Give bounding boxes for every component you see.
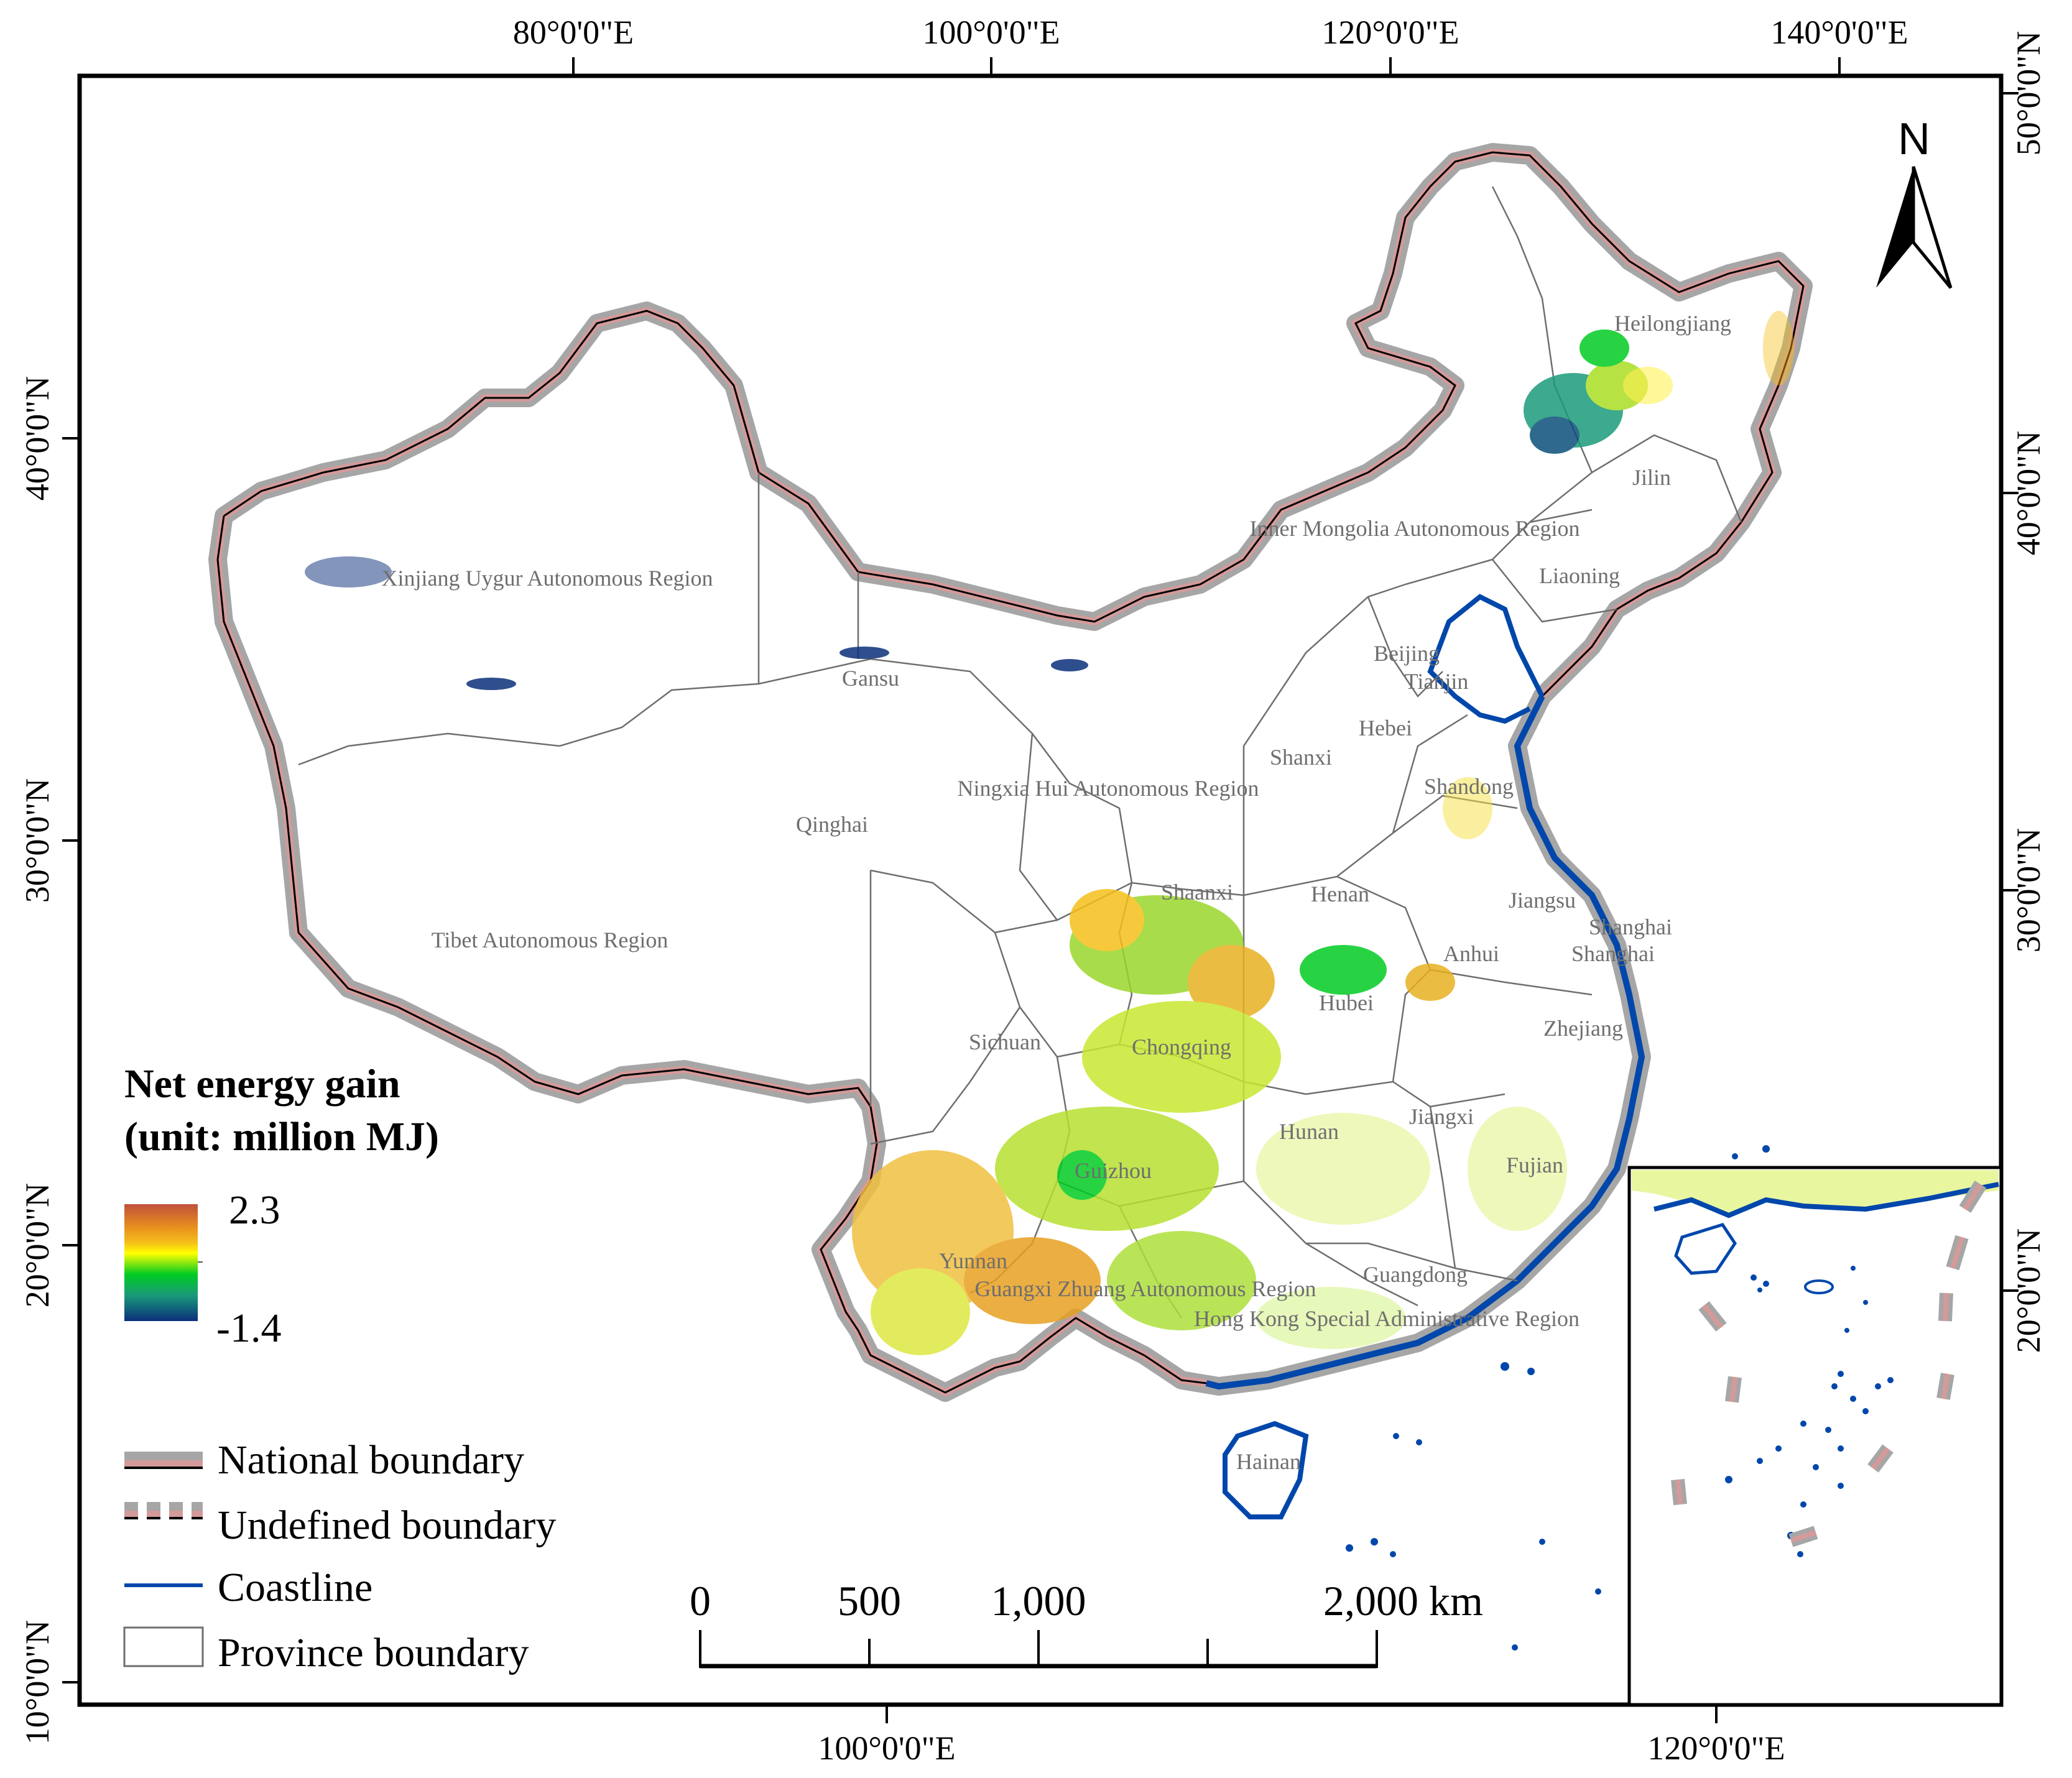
- coastline: [1205, 694, 1645, 1390]
- label-fujian: Fujian: [1506, 1153, 1563, 1177]
- bottom-axis-label-120e: 120°0'0"E: [1647, 1730, 1785, 1767]
- scale-label-2000: 2,000 km: [1323, 1577, 1483, 1624]
- label-shaanxi: Shaanxi: [1161, 880, 1233, 905]
- net-energy-raster: [305, 311, 1794, 1355]
- right-axis-label-30n: 30°0'0"N: [2010, 828, 2047, 952]
- scale-label-500: 500: [838, 1577, 901, 1624]
- north-arrow-icon: [1876, 167, 1913, 288]
- bohai-coast: [1427, 594, 1545, 724]
- north-label: N: [1898, 114, 1930, 164]
- label-sichuan: Sichuan: [969, 1029, 1041, 1054]
- scale-bar: 0 500 1,000 2,000 km: [690, 1577, 1483, 1669]
- top-axis-label-100e: 100°0'0"E: [922, 14, 1060, 51]
- label-ningxia: Ningxia Hui Autonomous Region: [958, 776, 1259, 801]
- legend-subtitle: (unit: million MJ): [124, 1114, 439, 1159]
- label-guizhou: Guizhou: [1075, 1158, 1152, 1183]
- label-tibet: Tibet Autonomous Region: [432, 928, 668, 952]
- label-hainan: Hainan: [1236, 1449, 1301, 1474]
- legend-undefined-boundary: Undefined boundary: [218, 1503, 556, 1548]
- label-zhejiang: Zhejiang: [1543, 1016, 1623, 1041]
- label-shanghai-2: Shanghai: [1571, 941, 1655, 966]
- label-gansu: Gansu: [842, 666, 899, 691]
- legend-coastline: Coastline: [218, 1565, 372, 1610]
- province-labels: Heilongjiang Jilin Inner Mongolia Autono…: [382, 311, 1731, 1474]
- label-guangdong: Guangdong: [1363, 1262, 1468, 1287]
- inset-south-china-sea: [1627, 1166, 2003, 1707]
- undefined-boundary-icon: [124, 1502, 203, 1519]
- colorbar-gradient: [124, 1204, 198, 1321]
- scale-label-0: 0: [690, 1577, 711, 1624]
- right-axis: [2001, 92, 2019, 1292]
- right-axis-label-40n: 40°0'0"N: [2010, 431, 2047, 555]
- scale-label-1000: 1,000: [991, 1577, 1086, 1624]
- top-axis: [572, 57, 1841, 76]
- left-axis-label-10n: 10°0'0"N: [19, 1620, 56, 1744]
- offshore-islands: [1346, 1145, 1770, 1651]
- north-arrow: N: [1876, 114, 1953, 289]
- right-axis-label-20n: 20°0'0"N: [2010, 1228, 2047, 1353]
- top-axis-label-140e: 140°0'0"E: [1770, 14, 1908, 51]
- label-hubei: Hubei: [1319, 990, 1374, 1015]
- hainan-island: [1223, 1421, 1309, 1519]
- label-qinghai: Qinghai: [796, 812, 868, 837]
- label-yunnan: Yunnan: [939, 1248, 1007, 1273]
- left-axis-label-30n: 30°0'0"N: [19, 778, 56, 903]
- label-shanxi: Shanxi: [1270, 745, 1332, 770]
- label-jilin: Jilin: [1632, 465, 1671, 490]
- label-liaoning: Liaoning: [1539, 563, 1620, 588]
- label-henan: Henan: [1311, 882, 1369, 906]
- label-hong-kong: Hong Kong Special Administrative Region: [1194, 1306, 1579, 1331]
- left-axis-label-20n: 20°0'0"N: [19, 1183, 56, 1307]
- label-hunan: Hunan: [1279, 1119, 1339, 1144]
- label-inner-mongolia: Inner Mongolia Autonomous Region: [1250, 516, 1580, 541]
- top-axis-label-80e: 80°0'0"E: [513, 14, 634, 51]
- legend-province-boundary: Province boundary: [218, 1630, 529, 1675]
- colorbar-min-label: -1.4: [216, 1306, 281, 1351]
- label-jiangsu: Jiangsu: [1509, 888, 1576, 913]
- legend-national-boundary: National boundary: [218, 1437, 524, 1483]
- national-boundary: [208, 143, 1813, 1402]
- label-chongqing: Chongqing: [1132, 1034, 1231, 1059]
- top-axis-label-120e: 120°0'0"E: [1321, 14, 1459, 51]
- province-boundary-icon: [123, 1626, 204, 1667]
- inset-coastline: [1653, 1182, 1999, 1218]
- label-tianjin: Tianjin: [1405, 669, 1469, 694]
- label-xinjiang: Xinjiang Uygur Autonomous Region: [382, 566, 713, 591]
- left-axis: [62, 437, 80, 1684]
- label-hebei: Hebei: [1359, 716, 1412, 740]
- colorbar-max-label: 2.3: [229, 1187, 280, 1233]
- legend-colorbar: Net energy gain (unit: million MJ) 2.3 -…: [124, 1061, 439, 1351]
- inset-hainan: [1674, 1223, 1737, 1275]
- label-beijing: Beijing: [1374, 641, 1440, 666]
- right-axis-label-50n: 50°0'0"N: [2010, 31, 2047, 155]
- label-guangxi: Guangxi Zhuang Autonomous Region: [975, 1276, 1316, 1301]
- bottom-axis: [886, 1705, 1718, 1723]
- bottom-axis-label-100e: 100°0'0"E: [818, 1730, 955, 1767]
- left-axis-label-40n: 40°0'0"N: [19, 376, 56, 500]
- label-anhui: Anhui: [1443, 941, 1499, 966]
- legend-title: Net energy gain: [124, 1061, 400, 1107]
- label-heilongjiang: Heilongjiang: [1614, 311, 1731, 336]
- label-shandong: Shandong: [1424, 774, 1514, 799]
- label-jiangxi: Jiangxi: [1409, 1104, 1474, 1129]
- label-shanghai-1: Shanghai: [1589, 914, 1672, 939]
- legend-symbols: National boundary Undefined boundary Coa…: [123, 1437, 556, 1675]
